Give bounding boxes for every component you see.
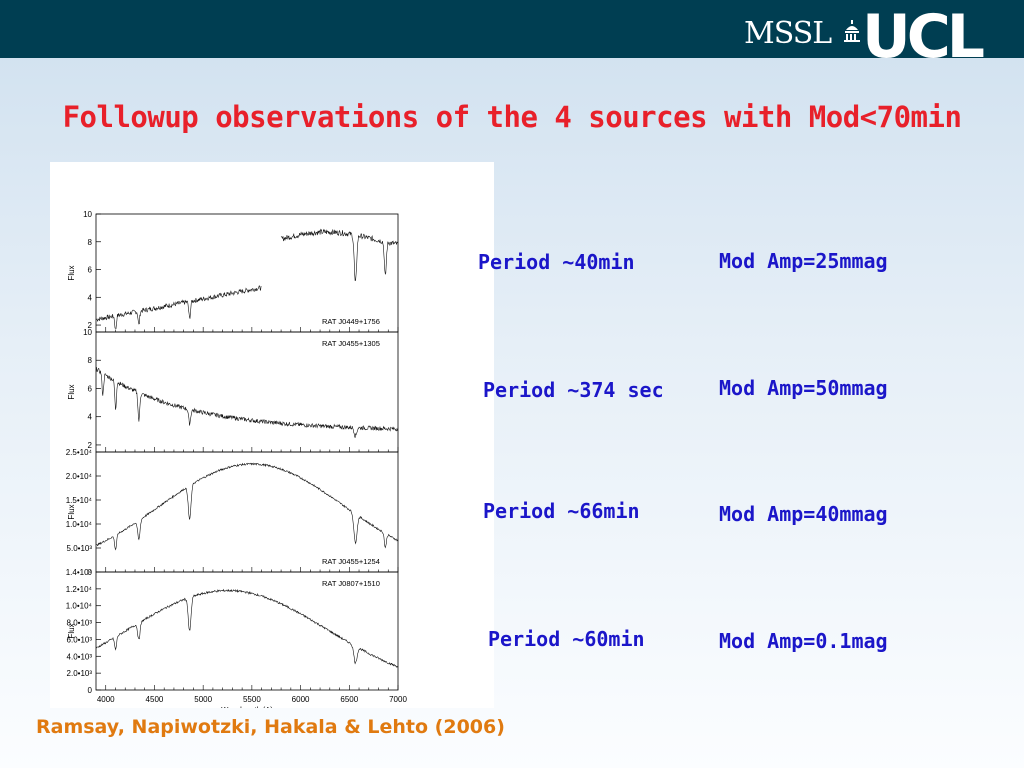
- header-bar: MSSL UCL: [0, 0, 1024, 72]
- panel-frame: [95, 451, 399, 573]
- x-tick-label: 5500: [243, 695, 261, 704]
- y-tick-label: 4: [88, 413, 93, 422]
- y-tick-label: 8: [88, 238, 93, 247]
- y-tick-label: 8: [88, 356, 93, 365]
- slide-title: Followup observations of the 4 sources w…: [62, 100, 962, 134]
- y-tick-label: 1.4•10⁴: [66, 568, 93, 577]
- y-tick-label: 2.0•10³: [67, 669, 93, 678]
- panel-frame: [95, 213, 399, 333]
- x-tick-label: 6500: [340, 695, 358, 704]
- y-tick-label: 5.0•10³: [67, 544, 93, 553]
- mssl-logo: MSSL: [744, 16, 832, 51]
- mod-amp-label-3: Mod Amp=40mmag: [719, 502, 888, 526]
- y-axis-label: Flux: [67, 384, 76, 399]
- y-axis-label: Flux: [67, 265, 76, 280]
- y-tick-label: 0: [88, 568, 93, 577]
- x-axis-label: Wavelength (A): [221, 705, 273, 708]
- x-tick-label: 5000: [194, 695, 212, 704]
- y-tick-label: 0: [88, 686, 93, 695]
- y-tick-label: 10: [83, 210, 92, 219]
- panel-label: RAT J0455+1254: [322, 557, 380, 566]
- panel-frame: [95, 571, 399, 691]
- y-tick-label: 1.0•10⁴: [66, 520, 93, 529]
- y-axis-label: Flux: [67, 623, 76, 638]
- x-tick-label: 6000: [292, 695, 310, 704]
- spectrum-line: [96, 228, 399, 330]
- panel-label: RAT J0807+1510: [322, 579, 380, 588]
- y-tick-label: 1.5•10⁴: [66, 496, 93, 505]
- mod-amp-label-2: Mod Amp=50mmag: [719, 376, 888, 400]
- spectrum-line: [96, 462, 399, 551]
- period-label-3: Period ~66min: [483, 499, 640, 523]
- y-tick-label: 6.0•10³: [67, 635, 93, 644]
- y-tick-label: 1.0•10⁴: [66, 602, 93, 611]
- mod-amp-label-1: Mod Amp=25mmag: [719, 249, 888, 273]
- y-tick-label: 4.0•10³: [67, 652, 93, 661]
- ucl-dome-icon: [844, 20, 860, 42]
- x-tick-label: 4500: [146, 695, 164, 704]
- y-tick-label: 2: [88, 441, 93, 450]
- panel-label: RAT J0455+1305: [322, 339, 380, 348]
- panel-frame: [95, 331, 399, 453]
- mod-amp-label-4: Mod Amp=0.1mag: [719, 629, 888, 653]
- y-tick-label: 6: [88, 384, 93, 393]
- y-axis-label: Flux: [67, 504, 76, 519]
- institution-logos: MSSL UCL: [736, 2, 1006, 72]
- y-tick-label: 2.0•10⁴: [66, 472, 93, 481]
- spectrum-line: [96, 366, 399, 438]
- panel-label: RAT J0449+1756: [322, 317, 380, 326]
- spectrum-line: [96, 588, 399, 668]
- y-tick-label: 6: [88, 266, 93, 275]
- spectra-figure: 2 4 6 8 10 Flux RAT J0449+1756 2 4 6 8 10 Flux RAT J0…: [50, 162, 494, 708]
- y-tick-label: 2: [88, 321, 93, 330]
- period-label-1: Period ~40min: [478, 250, 635, 274]
- x-tick-label: 7000: [389, 695, 407, 704]
- period-label-4: Period ~60min: [488, 627, 645, 651]
- spectra-chart: 2 4 6 8 10 Flux RAT J0449+1756 2 4 6 8 10 Flux RAT J0…: [66, 210, 408, 708]
- y-tick-label: 10: [83, 328, 92, 337]
- citation: Ramsay, Napiwotzki, Hakala & Lehto (2006…: [36, 716, 505, 738]
- y-tick-label: 2.5•10⁴: [66, 448, 93, 457]
- period-label-2: Period ~374 sec: [483, 378, 664, 402]
- y-tick-label: 4: [88, 293, 93, 302]
- x-tick-label: 4000: [97, 695, 115, 704]
- y-tick-label: 8.0•10³: [67, 619, 93, 628]
- ucl-logo: UCL: [862, 2, 985, 72]
- y-tick-label: 1.2•10⁴: [66, 585, 93, 594]
